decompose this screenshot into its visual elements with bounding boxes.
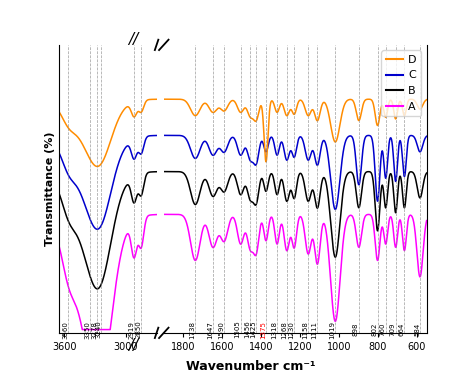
Text: 1111: 1111: [311, 321, 318, 338]
Text: 802: 802: [372, 323, 378, 336]
Text: 1230: 1230: [288, 321, 294, 338]
Legend: D, C, B, A: D, C, B, A: [382, 50, 421, 116]
Text: 760: 760: [380, 323, 386, 336]
Text: 1456: 1456: [244, 321, 250, 338]
Text: 1738: 1738: [189, 321, 195, 338]
Text: 1590: 1590: [218, 321, 224, 338]
Text: 1375: 1375: [260, 321, 266, 338]
Text: 3350: 3350: [84, 321, 90, 338]
Text: 3278: 3278: [91, 321, 97, 338]
Text: 1268: 1268: [281, 321, 287, 338]
Text: //: //: [128, 32, 139, 47]
Text: Wavenumber cm⁻¹: Wavenumber cm⁻¹: [186, 360, 316, 373]
Text: 664: 664: [399, 323, 404, 336]
Text: 3240: 3240: [95, 321, 101, 338]
Text: 1505: 1505: [235, 321, 241, 338]
Text: 1425: 1425: [250, 321, 256, 338]
Text: 2919: 2919: [128, 321, 134, 338]
Text: 709: 709: [390, 323, 396, 336]
Text: 1318: 1318: [271, 321, 277, 338]
Text: 2850: 2850: [135, 321, 141, 338]
Text: 898: 898: [353, 323, 359, 336]
Text: 1019: 1019: [329, 321, 335, 338]
Text: 1158: 1158: [302, 321, 308, 338]
Y-axis label: Transmittance (%): Transmittance (%): [45, 132, 55, 246]
Text: 584: 584: [414, 323, 420, 336]
Text: 3560: 3560: [63, 321, 68, 338]
Text: 1647: 1647: [207, 321, 213, 338]
Text: //: //: [128, 338, 139, 353]
